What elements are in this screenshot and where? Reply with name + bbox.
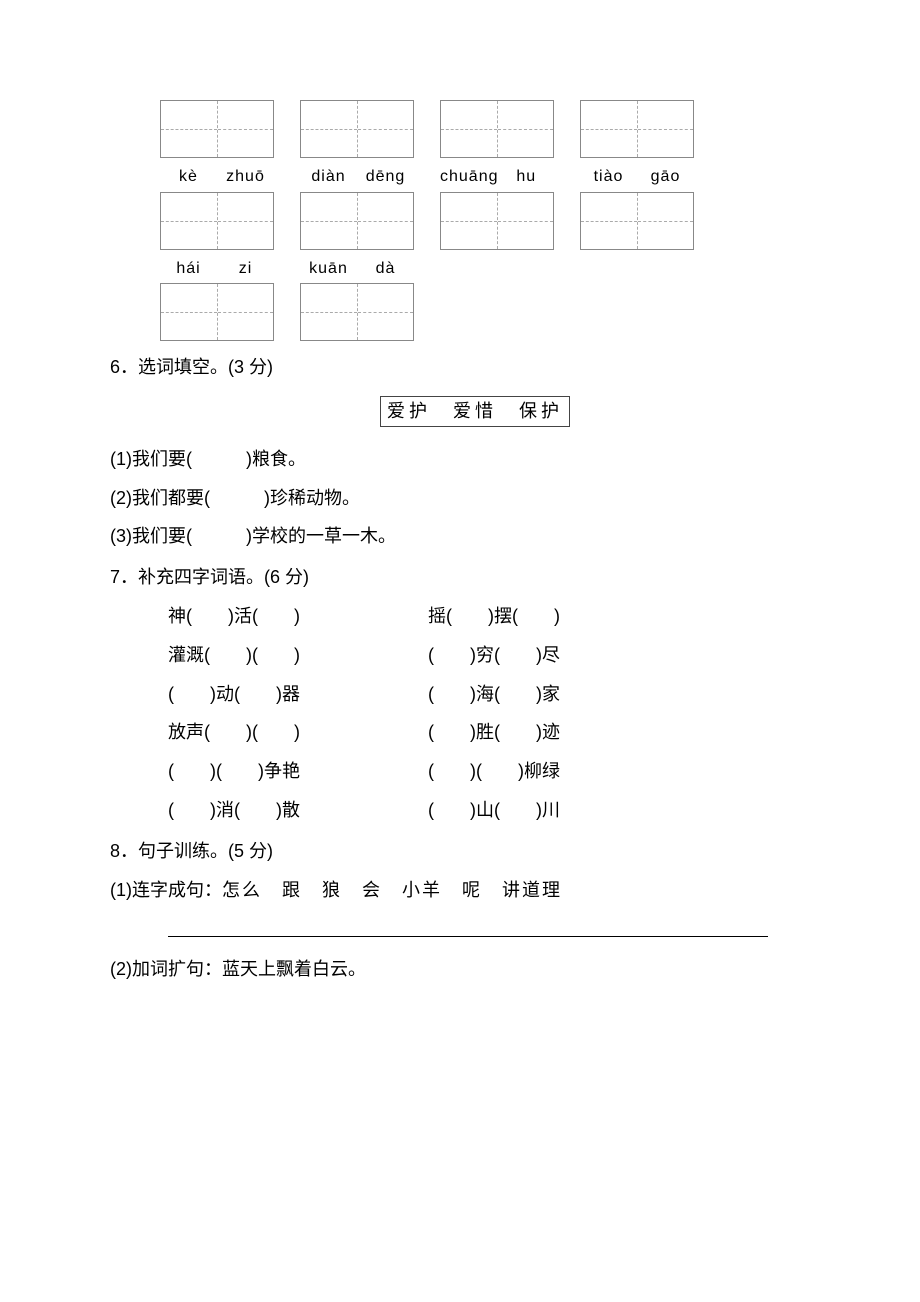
char-grid[interactable]: [160, 100, 274, 158]
q7-row: 神( )活( ) 摇( )摆( ): [168, 602, 840, 631]
q7-right: ( )( )柳绿: [428, 757, 560, 786]
pinyin-labels: kè zhuō: [160, 164, 274, 190]
q7-row: 放声( )( ) ( )胜( )迹: [168, 718, 840, 747]
q6-title: 6．选词填空。(3 分): [110, 353, 840, 382]
pinyin-labels: kuān dà: [300, 256, 414, 282]
q7-right: ( )山( )川: [428, 796, 560, 825]
char-grid[interactable]: [300, 192, 414, 250]
grid-row-3: hái zi kuān dà: [160, 254, 840, 342]
pinyin: kuān: [300, 256, 357, 282]
q7-right: 摇( )摆( ): [428, 602, 560, 631]
q8-item-2: (2)加词扩句：蓝天上飘着白云。: [110, 955, 840, 984]
q7-left: 灌溉( )( ): [168, 641, 428, 670]
char-grid[interactable]: [440, 192, 554, 250]
grid-box: hái zi: [160, 254, 274, 342]
pinyin: hu: [499, 164, 555, 190]
word-bank: 爱护 爱惜 保护: [110, 396, 840, 427]
q7-right: ( )胜( )迹: [428, 718, 560, 747]
q7-row: 灌溉( )( ) ( )穷( )尽: [168, 641, 840, 670]
q8-title: 8．句子训练。(5 分): [110, 837, 840, 866]
q7-right: ( )穷( )尽: [428, 641, 560, 670]
q8-item-1-words: 怎么 跟 狼 会 小羊 呢 讲道理: [222, 880, 562, 900]
char-grid[interactable]: [580, 192, 694, 250]
pinyin: zhuō: [217, 164, 274, 190]
q8-item-1-prefix: (1)连字成句：: [110, 880, 222, 900]
pinyin-labels: tiào gāo: [580, 164, 694, 190]
q7-left: 放声( )( ): [168, 718, 428, 747]
grid-row-2: kè zhuō diàn dēng chuāng hu tiào gāo: [160, 162, 840, 250]
grid-box: kuān dà: [300, 254, 414, 342]
grid-box: diàn dēng: [300, 162, 414, 250]
pinyin: kè: [160, 164, 217, 190]
q6-item-2: (2)我们都要( )珍稀动物。: [110, 484, 840, 513]
char-grid[interactable]: [160, 192, 274, 250]
answer-line[interactable]: [168, 922, 768, 937]
q7-row: ( )动( )器 ( )海( )家: [168, 680, 840, 709]
q6-item-1: (1)我们要( )粮食。: [110, 445, 840, 474]
pinyin: zi: [217, 256, 274, 282]
q7-title: 7．补充四字词语。(6 分): [110, 563, 840, 592]
q7-left: ( )动( )器: [168, 680, 428, 709]
grid-box: kè zhuō: [160, 162, 274, 250]
char-grid[interactable]: [300, 283, 414, 341]
q7-left: ( )( )争艳: [168, 757, 428, 786]
q7-area: 神( )活( ) 摇( )摆( ) 灌溉( )( ) ( )穷( )尽 ( )动…: [168, 602, 840, 825]
pinyin: dēng: [357, 164, 414, 190]
char-grid[interactable]: [440, 100, 554, 158]
grid-box: [300, 100, 414, 158]
q7-left: ( )消( )散: [168, 796, 428, 825]
char-grid[interactable]: [300, 100, 414, 158]
grid-box: chuāng hu: [440, 162, 554, 250]
q7-row: ( )( )争艳 ( )( )柳绿: [168, 757, 840, 786]
q8-item-1: (1)连字成句：怎么 跟 狼 会 小羊 呢 讲道理: [110, 876, 840, 905]
char-grid[interactable]: [160, 283, 274, 341]
pinyin-labels: diàn dēng: [300, 164, 414, 190]
pinyin: tiào: [580, 164, 637, 190]
pinyin: hái: [160, 256, 217, 282]
q7-right: ( )海( )家: [428, 680, 560, 709]
grid-box: [160, 100, 274, 158]
grid-box: [440, 100, 554, 158]
pinyin: gāo: [637, 164, 694, 190]
q6-item-3: (3)我们要( )学校的一草一木。: [110, 522, 840, 551]
q7-left: 神( )活( ): [168, 602, 428, 631]
grid-box: tiào gāo: [580, 162, 694, 250]
pinyin: dà: [357, 256, 414, 282]
pinyin-labels: chuāng hu: [440, 164, 554, 190]
pinyin: diàn: [300, 164, 357, 190]
grid-box: [580, 100, 694, 158]
word-bank-text: 爱护 爱惜 保护: [380, 396, 570, 427]
char-grid[interactable]: [580, 100, 694, 158]
pinyin: chuāng: [440, 164, 499, 190]
grid-row-1: [160, 100, 840, 158]
pinyin-labels: hái zi: [160, 256, 274, 282]
q7-row: ( )消( )散 ( )山( )川: [168, 796, 840, 825]
